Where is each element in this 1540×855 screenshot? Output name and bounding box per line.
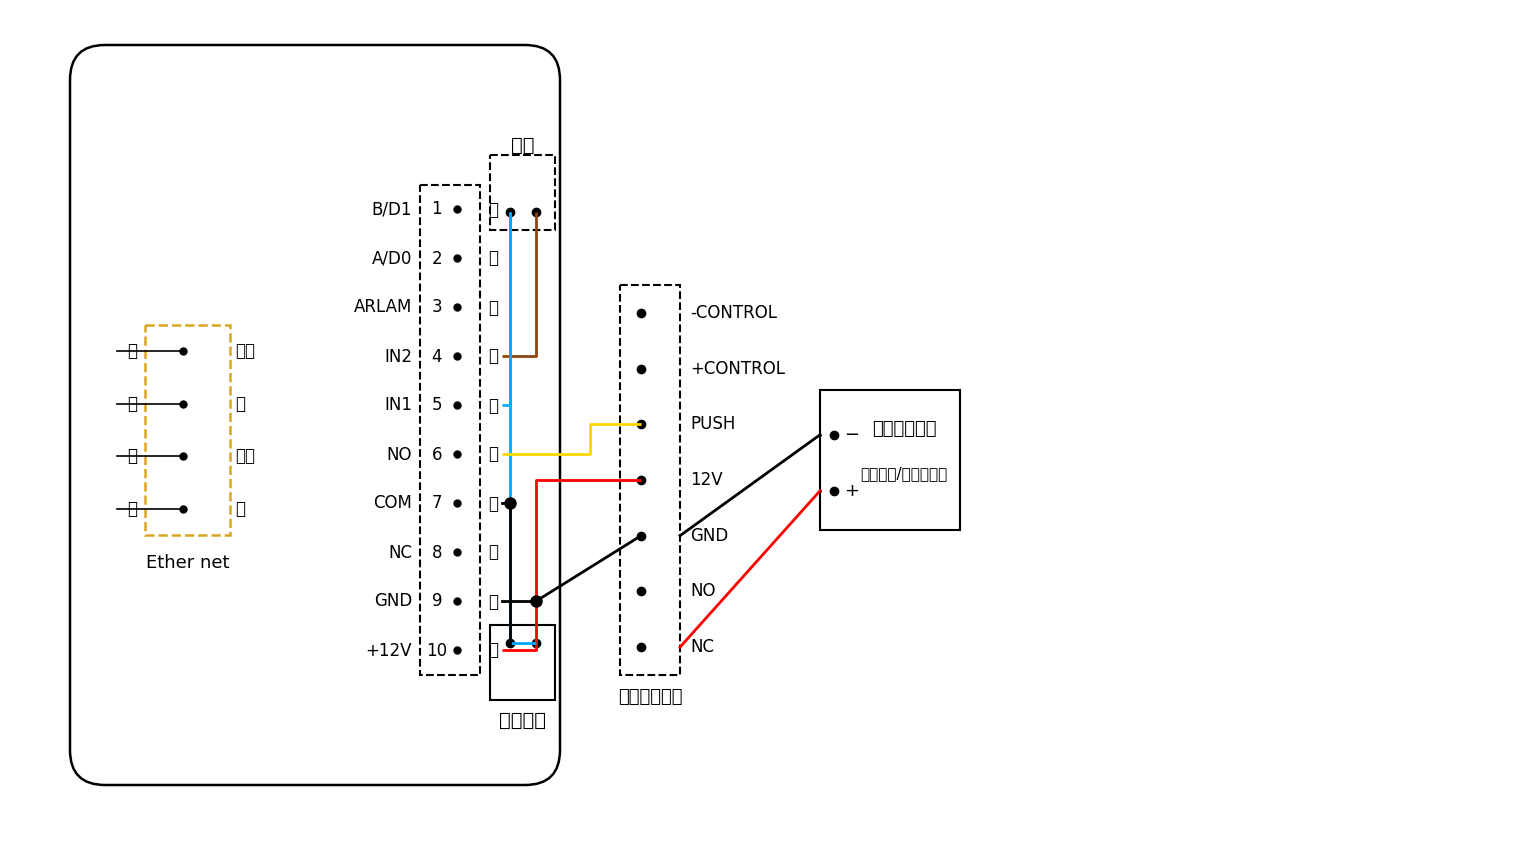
- Text: NO: NO: [387, 445, 413, 463]
- Text: 1: 1: [431, 201, 442, 219]
- Bar: [819, 390, 959, 530]
- Text: 灰: 灰: [488, 298, 497, 316]
- Text: IN2: IN2: [383, 347, 413, 365]
- Bar: [420, 185, 480, 675]
- Text: 6: 6: [431, 445, 442, 463]
- Text: 门禁专用电源: 门禁专用电源: [618, 688, 682, 706]
- Text: 橙白: 橙白: [236, 342, 256, 360]
- Text: 2: 2: [431, 250, 442, 268]
- Text: 紫: 紫: [488, 250, 497, 268]
- Text: 黄: 黄: [488, 445, 497, 463]
- Text: 橙: 橙: [488, 201, 497, 219]
- Text: 8: 8: [431, 544, 442, 562]
- Text: 蓝: 蓝: [488, 397, 497, 415]
- Text: 10: 10: [427, 641, 447, 659]
- Text: B/D1: B/D1: [371, 201, 413, 219]
- Text: 白: 白: [126, 447, 137, 465]
- Bar: [490, 155, 554, 230]
- Text: 白: 白: [488, 494, 497, 512]
- Text: 橙: 橙: [126, 395, 137, 413]
- Text: −: −: [844, 426, 859, 444]
- Text: 橙: 橙: [236, 395, 245, 413]
- Text: 9: 9: [431, 593, 442, 610]
- Text: 黄: 黄: [126, 342, 137, 360]
- Text: ARLAM: ARLAM: [354, 298, 413, 316]
- Text: 绿: 绿: [126, 500, 137, 518]
- Text: GND: GND: [690, 527, 728, 545]
- Bar: [621, 285, 681, 675]
- Text: COM: COM: [373, 494, 413, 512]
- Text: NC: NC: [388, 544, 413, 562]
- Text: 12V: 12V: [690, 471, 722, 489]
- Text: NO: NO: [690, 582, 716, 600]
- Text: 3: 3: [431, 298, 442, 316]
- Bar: [145, 325, 229, 535]
- Bar: [490, 625, 554, 700]
- Text: 4: 4: [431, 347, 442, 365]
- Text: 棕: 棕: [488, 347, 497, 365]
- Text: 断电开型电锁: 断电开型电锁: [872, 420, 936, 439]
- Text: 红: 红: [488, 641, 497, 659]
- Text: 绿白: 绿白: [236, 447, 256, 465]
- Text: 7: 7: [431, 494, 442, 512]
- Text: NC: NC: [690, 638, 715, 656]
- Text: +CONTROL: +CONTROL: [690, 360, 785, 378]
- Text: Ether net: Ether net: [146, 554, 229, 572]
- Text: 绿: 绿: [236, 500, 245, 518]
- Text: +: +: [844, 482, 859, 500]
- Text: -CONTROL: -CONTROL: [690, 304, 778, 321]
- Text: 出门按鈕: 出门按鈕: [499, 711, 547, 729]
- Text: 门磁: 门磁: [511, 135, 534, 155]
- Text: 5: 5: [431, 397, 442, 415]
- Text: IN1: IN1: [383, 397, 413, 415]
- Text: PUSH: PUSH: [690, 416, 736, 433]
- Text: +12V: +12V: [365, 641, 413, 659]
- Text: GND: GND: [374, 593, 413, 610]
- Text: 绿: 绿: [488, 544, 497, 562]
- Text: A/D0: A/D0: [371, 250, 413, 268]
- Text: （电插锁/磁力锁等）: （电插锁/磁力锁等）: [861, 467, 947, 481]
- Text: 黑: 黑: [488, 593, 497, 610]
